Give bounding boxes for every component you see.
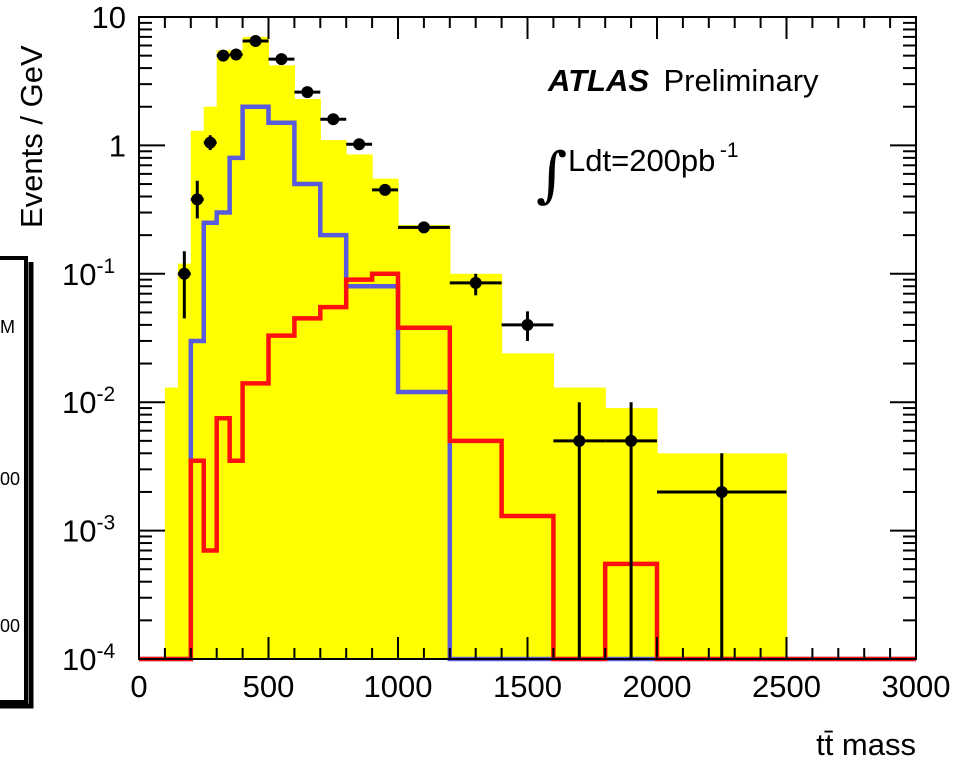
data-point-marker-11 xyxy=(417,221,430,234)
y-tick-label-base-3: 10 xyxy=(62,385,96,420)
y-tick-label-exp-3: -2 xyxy=(96,383,115,406)
data-point-marker-10 xyxy=(379,183,392,196)
data-point-6 xyxy=(268,53,295,66)
data-point-marker-14 xyxy=(573,434,586,447)
data-point-10 xyxy=(372,183,398,196)
y-tick-label-exp-5: -4 xyxy=(96,640,115,663)
legend-fragment-3: 00 xyxy=(0,616,20,636)
total-bin-0 xyxy=(164,387,179,659)
lumi-exponent: -1 xyxy=(720,139,739,162)
x-tick-label-1: 500 xyxy=(243,669,295,704)
legend-box-frame xyxy=(0,256,28,704)
total-bin-3 xyxy=(203,106,218,660)
tick-labels: 0 500 1000 1500 2000 2500 300010110-110-210-31… xyxy=(62,0,950,704)
data-point-marker-3 xyxy=(217,49,230,62)
red-step-series xyxy=(139,271,916,662)
atlas-status: Preliminary xyxy=(663,63,819,98)
lumi-text: Ldt=200pb xyxy=(568,143,715,178)
y-tick-label-base-0: 10 xyxy=(92,0,126,35)
data-point-marker-5 xyxy=(249,35,262,48)
data-point-marker-7 xyxy=(301,86,314,99)
x-tick-label-6: 3000 xyxy=(882,669,951,704)
total-bin-8 xyxy=(320,140,347,659)
data-point-14 xyxy=(553,402,606,659)
lumi-integral-sign: ∫ xyxy=(536,140,567,210)
data-point-marker-8 xyxy=(327,113,340,126)
total-bin-9 xyxy=(346,154,373,659)
axis-ticks xyxy=(138,16,917,660)
total-bin-6 xyxy=(268,65,295,659)
y-tick-label-base-1: 1 xyxy=(109,128,126,163)
data-point-9 xyxy=(346,138,373,151)
y-tick-label-5: 10-4 xyxy=(62,640,115,677)
y-tick-label-2: 10-1 xyxy=(62,255,115,292)
x-tick-label-4: 2000 xyxy=(623,669,692,704)
series-layer xyxy=(139,35,916,662)
data-point-3 xyxy=(216,49,230,62)
data-point-5 xyxy=(242,35,269,48)
data-point-13 xyxy=(501,311,554,341)
total-bin-2 xyxy=(190,130,205,660)
data-point-8 xyxy=(320,113,347,126)
atlas-experiment: ATLAS xyxy=(547,63,649,98)
total-bin-13 xyxy=(501,353,554,659)
y-tick-label-exp-2: -1 xyxy=(96,255,115,278)
y-tick-label-3: 10-2 xyxy=(62,383,115,420)
total-bin-1 xyxy=(177,263,192,659)
total-bin-7 xyxy=(294,98,321,659)
x-tick-label-0: 0 xyxy=(130,669,147,704)
data-point-marker-0 xyxy=(178,267,191,280)
data-point-16 xyxy=(657,453,787,659)
total-bin-12 xyxy=(449,273,503,659)
total-bin-4 xyxy=(216,50,244,660)
data-point-12 xyxy=(449,273,502,296)
total-bin-5 xyxy=(242,36,270,660)
data-point-1 xyxy=(190,180,204,219)
y-axis-label: Events / GeV xyxy=(14,45,49,228)
x-axis-label: tt̄ mass xyxy=(816,727,916,762)
data-point-marker-13 xyxy=(521,318,534,331)
y-tick-label-base-4: 10 xyxy=(62,514,96,549)
x-tick-label-2: 1000 xyxy=(364,669,433,704)
data-point-0 xyxy=(177,251,191,319)
data-point-2 xyxy=(203,135,217,151)
y-tick-label-0: 10 xyxy=(92,0,126,35)
y-tick-label-4: 10-3 xyxy=(62,512,115,549)
data-point-marker-4 xyxy=(230,48,243,61)
y-tick-label-base-2: 10 xyxy=(62,257,96,292)
data-point-marker-15 xyxy=(625,434,638,447)
total-bin-10 xyxy=(372,178,399,659)
data-point-4 xyxy=(229,48,243,61)
data-point-7 xyxy=(294,86,321,99)
y-tick-label-exp-4: -3 xyxy=(96,512,115,535)
data-point-marker-1 xyxy=(191,193,204,206)
data-point-marker-6 xyxy=(275,53,288,66)
legend-fragment-2: 00 xyxy=(0,469,20,489)
total-bin-11 xyxy=(398,224,451,659)
data-point-15 xyxy=(605,402,657,659)
legend-fragment-1: M xyxy=(0,317,15,337)
x-tick-label-5: 2500 xyxy=(752,669,821,704)
x-tick-label-3: 1500 xyxy=(493,669,562,704)
data-point-marker-16 xyxy=(715,485,728,498)
legend-box-cropped: M 00 00 xyxy=(0,256,34,709)
atlas-label: ATLAS Preliminary xyxy=(547,63,819,98)
data-point-11 xyxy=(398,221,450,234)
lumi-label: Ldt=200pb -1 xyxy=(568,139,739,178)
data-point-marker-9 xyxy=(353,138,366,151)
legend-box-shadow xyxy=(0,262,34,709)
y-tick-label-base-5: 10 xyxy=(62,642,96,677)
data-point-marker-12 xyxy=(469,276,482,289)
data-point-marker-2 xyxy=(204,136,217,149)
y-tick-label-1: 1 xyxy=(109,128,126,163)
